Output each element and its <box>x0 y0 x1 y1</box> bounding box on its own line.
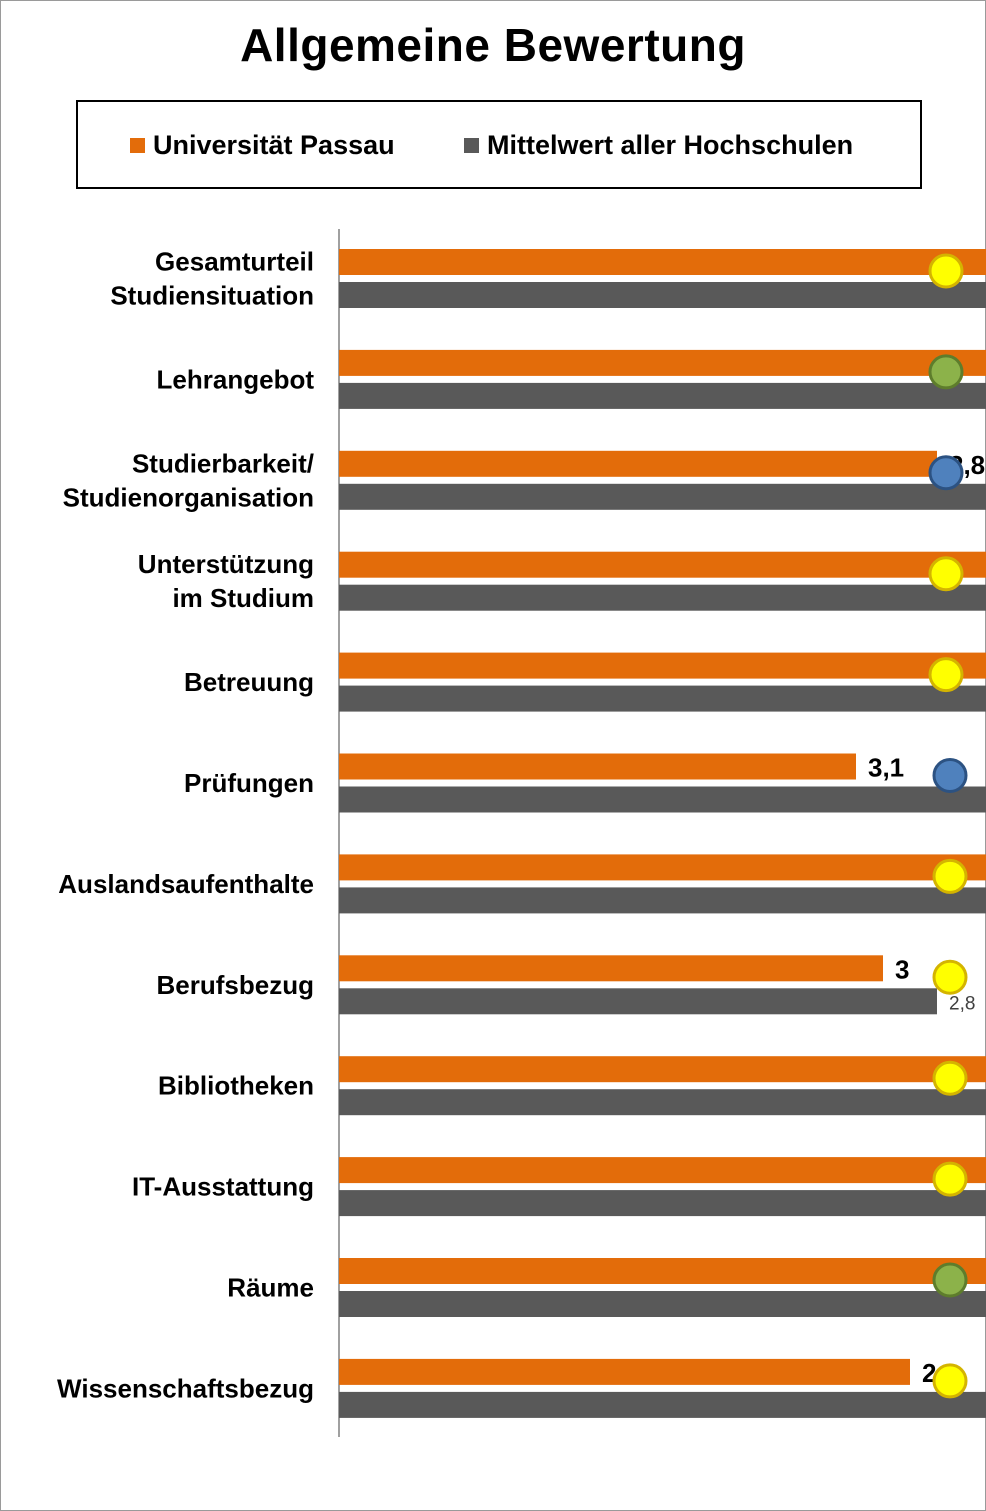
category-label: Betreuung <box>184 667 314 697</box>
indicator-dot-blue <box>932 758 968 793</box>
category-label: Auslandsaufenthalte <box>58 869 314 899</box>
bar-universitaet-passau <box>339 955 883 982</box>
indicator-dot-yellow <box>932 1161 968 1197</box>
bar-universitaet-passau <box>339 1157 986 1184</box>
category-label: Prüfungen <box>184 768 314 798</box>
bar-mittelwert <box>339 382 986 409</box>
bar-universitaet-passau <box>339 349 986 376</box>
legend: Universität Passau Mittelwert aller Hoch… <box>76 100 922 189</box>
category-label: Wissenschaftsbezug <box>57 1373 314 1403</box>
bar-universitaet-passau <box>339 854 986 881</box>
bar-mittelwert <box>339 685 986 712</box>
indicator-dot-green <box>932 1262 968 1298</box>
indicator-dot-green <box>928 354 964 390</box>
bar-universitaet-passau <box>339 753 856 780</box>
category-label: IT-Ausstattung <box>132 1172 314 1202</box>
indicator-dot-yellow <box>932 1060 968 1096</box>
indicator-dot-yellow <box>932 858 968 894</box>
legend-label: Mittelwert aller Hochschulen <box>487 130 854 160</box>
category-label: Bibliotheken <box>158 1071 314 1101</box>
legend-item-universitaet-passau: Universität Passau <box>130 130 395 161</box>
legend-item-mittelwert: Mittelwert aller Hochschulen <box>464 130 853 161</box>
bar-universitaet-passau <box>339 450 937 477</box>
bar-universitaet-passau <box>339 652 986 679</box>
category-label: Lehrangebot <box>157 364 315 394</box>
chart-title: Allgemeine Bewertung <box>240 19 746 71</box>
category-label: Gesamturteil <box>155 247 314 277</box>
bar-universitaet-passau <box>339 1056 986 1083</box>
category-label: Studierbarkeit/ <box>132 448 314 478</box>
bar-mittelwert <box>339 1190 986 1217</box>
indicator-dot-yellow <box>932 959 968 995</box>
legend-swatch-gray <box>464 138 479 153</box>
data-label: 3,1 <box>868 753 904 783</box>
data-label: 3 <box>895 954 909 984</box>
bar-mittelwert <box>339 282 986 308</box>
legend-swatch-orange <box>130 138 145 153</box>
indicator-dot-blue <box>928 455 964 491</box>
bar-mittelwert <box>339 786 986 813</box>
bar-mittelwert <box>339 1291 986 1317</box>
bar-mittelwert <box>339 988 937 1015</box>
category-label: Studienorganisation <box>63 482 314 512</box>
category-label: Studiensituation <box>110 281 314 311</box>
bar-mittelwert <box>339 584 986 611</box>
category-label: Räume <box>227 1273 314 1303</box>
bar-mittelwert <box>339 1089 986 1116</box>
indicator-dot-yellow <box>928 556 964 592</box>
category-label: im Studium <box>172 583 314 613</box>
category-label: Berufsbezug <box>157 970 314 1000</box>
bar-mittelwert <box>339 483 986 510</box>
bar-mittelwert <box>339 887 986 914</box>
bar-universitaet-passau <box>339 1358 910 1385</box>
indicator-dot-yellow <box>928 657 964 693</box>
category-label: Unterstützung <box>138 549 314 579</box>
bar-universitaet-passau <box>339 249 986 275</box>
bar-universitaet-passau <box>339 551 986 578</box>
data-label: 2,8 <box>949 993 975 1014</box>
indicator-dot-yellow <box>928 253 964 289</box>
legend-label: Universität Passau <box>153 130 395 160</box>
indicator-dot-yellow <box>932 1363 968 1399</box>
bar-universitaet-passau <box>339 1258 986 1284</box>
bar-mittelwert <box>339 1391 986 1418</box>
